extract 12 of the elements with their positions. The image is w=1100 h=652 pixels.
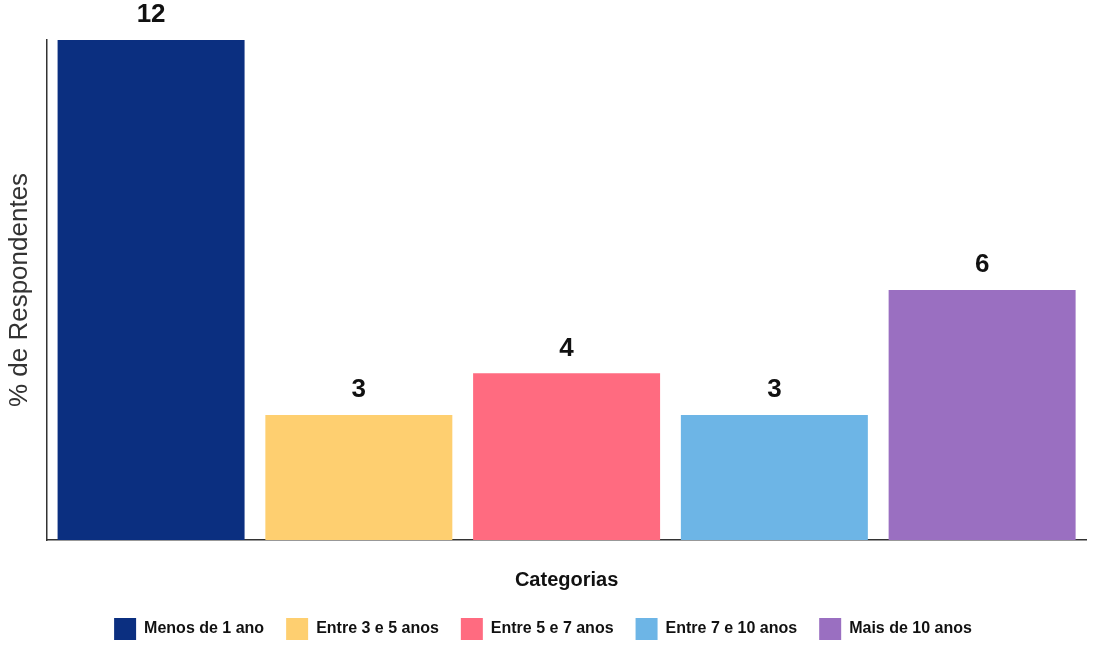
legend-label: Entre 5 e 7 anos (490, 619, 614, 637)
y-axis-title: % de Respondentes (2, 172, 33, 408)
legend-label: Entre 3 e 5 anos (316, 619, 439, 637)
x-axis-title: Categorias (514, 567, 619, 590)
data-label: 4 (559, 331, 575, 362)
legend-label: Menos de 1 ano (144, 619, 265, 637)
legend-label: Mais de 10 anos (849, 619, 972, 637)
data-label: 6 (974, 248, 990, 279)
data-label: 12 (136, 0, 166, 29)
legend-label: Entre 7 e 10 anos (665, 619, 798, 637)
data-label: 3 (767, 373, 782, 404)
data-label: 3 (351, 373, 367, 404)
